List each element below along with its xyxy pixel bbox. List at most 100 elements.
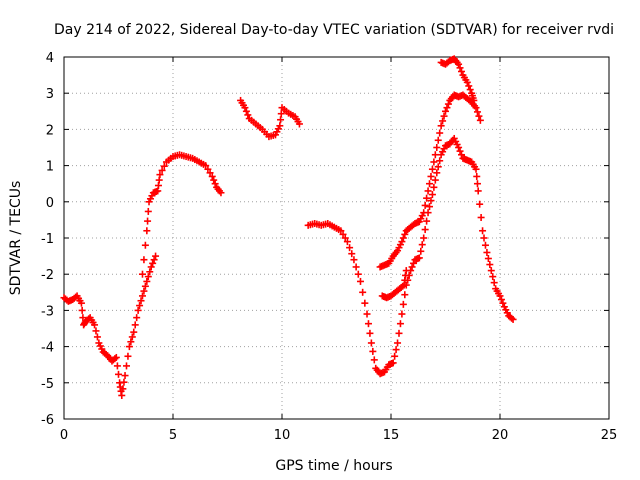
data-point bbox=[474, 187, 482, 195]
data-point bbox=[204, 165, 212, 173]
data-point bbox=[395, 329, 403, 337]
data-point bbox=[440, 112, 448, 120]
data-point bbox=[417, 247, 425, 255]
series-segment-5 bbox=[376, 91, 484, 271]
data-point bbox=[399, 300, 407, 308]
data-point bbox=[431, 151, 439, 159]
data-point bbox=[434, 163, 442, 171]
data-point bbox=[423, 217, 431, 225]
data-point bbox=[433, 144, 441, 151]
data-point bbox=[138, 270, 146, 278]
data-point bbox=[364, 320, 372, 328]
data-point bbox=[483, 248, 491, 256]
data-point bbox=[158, 166, 166, 174]
grid-lines bbox=[64, 57, 609, 419]
y-tick-label: -6 bbox=[41, 413, 54, 428]
data-point bbox=[356, 277, 364, 285]
x-tick-label: 25 bbox=[601, 428, 618, 443]
data-point bbox=[93, 333, 101, 341]
data-point bbox=[130, 328, 138, 336]
data-point bbox=[211, 180, 219, 188]
data-point bbox=[118, 391, 126, 399]
data-point bbox=[152, 252, 160, 260]
data-point bbox=[428, 191, 436, 199]
series-segment-1 bbox=[60, 252, 160, 399]
series-segment-2 bbox=[138, 151, 225, 278]
data-point bbox=[408, 263, 416, 271]
data-point bbox=[277, 110, 285, 118]
data-point bbox=[426, 180, 434, 188]
data-point bbox=[479, 227, 487, 235]
data-point bbox=[473, 108, 481, 116]
data-point bbox=[466, 86, 474, 94]
data-point bbox=[391, 352, 399, 360]
data-point bbox=[480, 234, 488, 242]
data-point bbox=[339, 230, 347, 238]
data-point bbox=[127, 338, 135, 346]
data-point bbox=[456, 64, 464, 72]
data-point bbox=[346, 244, 354, 252]
data-point bbox=[455, 144, 463, 151]
data-point bbox=[352, 263, 360, 271]
data-point bbox=[78, 306, 86, 314]
x-tick-label: 0 bbox=[60, 428, 68, 443]
data-point bbox=[489, 273, 497, 281]
data-point bbox=[484, 255, 492, 263]
data-point bbox=[508, 314, 516, 322]
y-tick-label: 1 bbox=[46, 160, 54, 175]
data-point bbox=[144, 273, 152, 281]
data-point bbox=[472, 104, 480, 112]
data-point bbox=[398, 310, 406, 318]
data-point bbox=[436, 157, 444, 165]
data-point bbox=[366, 329, 374, 337]
data-point bbox=[149, 259, 157, 267]
data-point bbox=[434, 136, 442, 144]
data-point bbox=[472, 165, 480, 173]
data-point bbox=[354, 270, 362, 278]
data-point bbox=[112, 353, 120, 361]
data-point bbox=[242, 107, 250, 115]
data-point bbox=[134, 306, 142, 314]
x-tick-label: 20 bbox=[492, 428, 509, 443]
data-point bbox=[124, 352, 132, 360]
data-point bbox=[398, 238, 406, 246]
series-segment-3 bbox=[237, 96, 303, 141]
data-point bbox=[424, 187, 432, 195]
data-point bbox=[208, 172, 216, 180]
data-point bbox=[410, 259, 418, 267]
data-point bbox=[392, 346, 400, 354]
series-segment-6 bbox=[378, 267, 410, 302]
y-tick-label: 4 bbox=[46, 51, 54, 66]
data-point bbox=[470, 96, 478, 104]
data-point bbox=[497, 296, 505, 304]
data-point bbox=[427, 197, 435, 205]
data-point bbox=[457, 151, 465, 159]
data-point bbox=[119, 385, 127, 393]
data-point bbox=[487, 267, 495, 275]
data-point bbox=[141, 282, 149, 290]
y-tick-label: -4 bbox=[41, 341, 54, 356]
x-tick-label: 5 bbox=[169, 428, 177, 443]
data-point bbox=[143, 227, 151, 235]
data-point bbox=[350, 256, 358, 264]
data-point bbox=[402, 267, 410, 275]
data-point bbox=[401, 291, 409, 299]
data-point bbox=[140, 256, 148, 264]
data-point bbox=[443, 104, 451, 112]
y-tick-label: -2 bbox=[41, 268, 54, 283]
data-point bbox=[455, 60, 463, 68]
data-point bbox=[394, 339, 402, 347]
y-tick-label: -3 bbox=[41, 304, 54, 319]
data-point bbox=[77, 299, 85, 307]
data-point bbox=[473, 172, 481, 180]
data-point bbox=[140, 287, 148, 295]
data-point bbox=[128, 333, 136, 341]
data-point bbox=[295, 120, 303, 128]
data-point bbox=[79, 314, 87, 322]
data-point bbox=[244, 111, 252, 119]
data-point bbox=[465, 82, 473, 90]
data-point bbox=[122, 362, 130, 370]
data-point bbox=[396, 320, 404, 328]
data-point bbox=[202, 162, 210, 170]
data-point bbox=[437, 122, 445, 130]
